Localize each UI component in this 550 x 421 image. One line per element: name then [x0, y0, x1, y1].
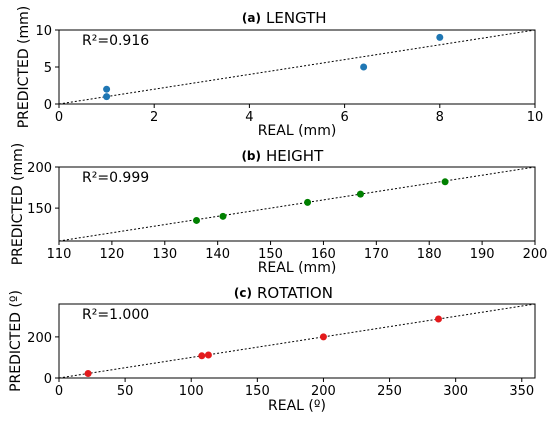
panel-b-xtick-label: 170 [364, 247, 389, 262]
panel-length: (a) LENGTH R²=0.916 REAL (mm) PREDICTED … [16, 6, 543, 139]
panel-b-xtick-label: 200 [523, 247, 548, 262]
panel-height: (b) HEIGHT R²=0.999 REAL (mm) PREDICTED … [10, 143, 547, 276]
panel-b-xtick-label: 160 [311, 247, 336, 262]
panel-a-r2: R²=0.916 [82, 33, 149, 49]
panel-rotation: (c) ROTATION R²=1.000 REAL (º) PREDICTED… [8, 284, 536, 414]
panel-a-ytick-label: 10 [35, 24, 52, 39]
panel-a-xtick-label: 8 [436, 110, 444, 125]
panel-c-title: ROTATION [257, 284, 333, 302]
panel-a-xtick-label: 10 [527, 110, 544, 125]
panel-a-data-point [103, 85, 111, 93]
panel-b-xlabel: REAL (mm) [258, 260, 337, 276]
panel-c-data-point [319, 333, 327, 341]
panel-c-data-point [204, 351, 212, 359]
panel-a-data-point [103, 93, 111, 101]
panel-c-xtick-label: 300 [443, 384, 468, 399]
panel-b-xtick-label: 140 [205, 247, 230, 262]
panel-a-ytick-label: 0 [44, 98, 52, 113]
panel-c-identity-line [58, 303, 536, 379]
panel-b-xtick-label: 120 [99, 247, 124, 262]
panel-b-xtick-label: 110 [47, 247, 72, 262]
panel-c-xtick-label: 250 [377, 384, 402, 399]
panel-a-ylabel: PREDICTED (mm) [16, 6, 32, 129]
panel-c-xtick-label: 350 [509, 384, 534, 399]
panel-b-identity-line [58, 166, 536, 242]
panel-a-xtick-label: 2 [150, 110, 158, 125]
panel-b-r2: R²=0.999 [82, 170, 149, 186]
panel-c-ytick-label: 0 [44, 372, 52, 387]
panel-c-xlabel: REAL (º) [268, 398, 326, 414]
panel-b-axes-frame [58, 166, 536, 242]
panel-b-letter: (b) [241, 149, 261, 163]
panel-b-data-point [193, 216, 201, 224]
panel-c-data-point [84, 369, 92, 377]
panel-b-ytick-label: 200 [27, 161, 52, 176]
panel-b-data-point [441, 178, 449, 186]
panel-c-ytick-label: 200 [27, 331, 52, 346]
panel-a-identity-line [58, 29, 536, 105]
panel-a-data-point [436, 33, 444, 41]
panel-a-xtick-label: 0 [55, 110, 63, 125]
panel-b-ytick-label: 150 [27, 202, 52, 217]
panel-c-xtick-label: 50 [117, 384, 134, 399]
panel-c-xtick-label: 150 [245, 384, 270, 399]
panel-b-ylabel: PREDICTED (mm) [10, 143, 26, 266]
panel-a-ytick-label: 5 [44, 61, 52, 76]
panel-b-xtick-label: 190 [470, 247, 495, 262]
panel-c-data-point [198, 352, 206, 360]
panel-a-letter: (a) [242, 11, 261, 25]
panel-c-letter: (c) [234, 286, 252, 300]
panel-c-xtick-label: 100 [179, 384, 204, 399]
panel-a-title: LENGTH [266, 9, 327, 27]
panel-c-axes-frame [58, 303, 536, 379]
panel-c-xtick-label: 200 [311, 384, 336, 399]
panel-a-xlabel: REAL (mm) [258, 123, 337, 139]
panel-b-title: HEIGHT [266, 147, 324, 165]
panel-c-r2: R²=1.000 [82, 307, 149, 323]
panel-b-xtick-label: 180 [417, 247, 442, 262]
panel-b-data-point [356, 190, 364, 198]
panel-b-xtick-label: 130 [152, 247, 177, 262]
panel-b-data-point [219, 212, 227, 220]
panel-b-xtick-label: 150 [258, 247, 283, 262]
panel-b-data-point [304, 198, 312, 206]
panel-c-ylabel: PREDICTED (º) [8, 290, 24, 392]
panel-a-xtick-label: 4 [245, 110, 253, 125]
panel-c-data-point [434, 315, 442, 323]
panel-a-data-point [360, 63, 368, 71]
panel-a-xtick-label: 6 [340, 110, 348, 125]
panel-c-xtick-label: 0 [55, 384, 63, 399]
